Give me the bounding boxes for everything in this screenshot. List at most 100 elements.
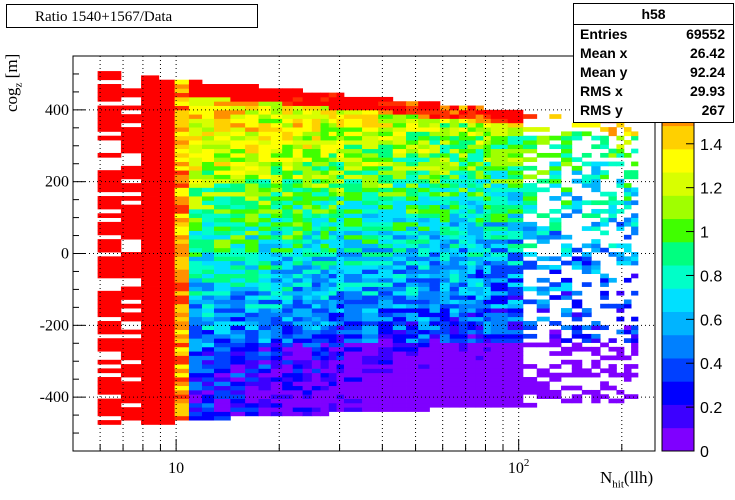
heatmap-cell [311,135,321,141]
heatmap-cell [302,122,313,128]
heatmap-cell [158,165,176,171]
heatmap-cell [418,325,430,331]
heatmap-cell [258,105,272,111]
heatmap-cell [490,247,509,253]
heatmap-cell [282,402,294,408]
heatmap-cell [292,321,303,326]
heatmap-cell [158,282,176,287]
heatmap-cell [214,368,231,374]
heatmap-cell [258,221,272,227]
heatmap-cell [560,135,573,141]
heatmap-cell [560,247,573,253]
heatmap-cell [560,131,573,137]
heatmap-cell [188,295,203,300]
heatmap-cell [292,96,303,102]
heatmap-cell [449,135,460,141]
heatmap-cell [230,364,246,369]
heatmap-cell [490,170,509,175]
heatmap-cell [270,312,283,318]
heatmap-cell [270,325,283,331]
heatmap-cell [202,135,215,141]
heatmap-cell [328,161,337,167]
heatmap-cell [245,161,259,167]
heatmap-cell [418,114,430,119]
heatmap-cell [560,295,573,300]
heatmap-cell [202,101,215,106]
heatmap-cell [328,127,337,132]
heatmap-cell [214,325,231,331]
heatmap-cell [449,252,460,257]
heatmap-cell [616,372,625,378]
heatmap-cell [490,200,509,206]
heatmap-cell [616,398,625,404]
heatmap-cell [202,312,215,318]
heatmap-cell [270,364,283,369]
heatmap-cell [245,372,259,378]
heatmap-cell [320,286,330,292]
heatmap-cell [141,148,160,154]
heatmap-cell [258,96,272,102]
heatmap-cell [449,338,460,343]
heatmap-cell [600,277,609,283]
heatmap-cell [120,196,142,201]
heatmap-cell [522,148,538,154]
heatmap-cell [214,252,231,257]
heatmap-cell [320,131,330,137]
heatmap-cell [292,342,303,348]
heatmap-cell [270,411,283,417]
heatmap-cell [141,239,160,244]
heatmap-cell [467,321,477,326]
heatmap-cell [406,321,419,326]
heatmap-cell [507,221,524,227]
heatmap-cell [302,355,313,361]
heatmap-cell [311,101,321,106]
heatmap-cell [406,377,419,382]
heatmap-cell [174,247,190,253]
heatmap-cell [536,342,550,348]
heatmap-cell [258,308,272,313]
heatmap-cell [174,377,190,382]
heatmap-cell [343,174,363,180]
heatmap-cell [392,308,407,313]
heatmap-cell [343,299,363,305]
heatmap-cell [174,329,190,335]
heatmap-cell [292,398,303,404]
heatmap-cell [188,101,203,106]
heatmap-cell [418,264,430,270]
heatmap-cell [188,260,203,266]
heatmap-cell [336,109,345,115]
heatmap-cell [507,295,524,300]
heatmap-cell [458,118,468,124]
heatmap-cell [392,329,407,335]
heatmap-cell [378,135,394,141]
heatmap-cell [406,299,419,305]
heatmap-cell [141,377,160,382]
heatmap-cell [120,269,142,275]
heatmap-cell [483,398,492,404]
heatmap-cell [449,127,460,132]
heatmap-cell [581,252,592,257]
heatmap-cell [282,217,294,223]
heatmap-cell [320,321,330,326]
heatmap-cell [141,105,160,111]
heatmap-cell [406,368,419,374]
heatmap-cell [202,351,215,356]
heatmap-cell [458,329,468,335]
heatmap-cell [258,247,272,253]
x-tick-label: 102 [508,457,530,477]
heatmap-cell [302,342,313,348]
heatmap-cell [429,338,441,343]
heatmap-cell [616,221,625,227]
heatmap-cell [336,144,345,150]
heatmap-cell [141,152,160,158]
heatmap-cell [571,170,583,175]
heatmap-cell [141,221,160,227]
heatmap-cell [600,174,609,180]
heatmap-cell [449,221,460,227]
heatmap-cell [362,295,379,300]
heatmap-cell [258,264,272,270]
heatmap-cell [429,135,441,141]
heatmap-cell [616,152,625,158]
heatmap-cell [392,277,407,283]
